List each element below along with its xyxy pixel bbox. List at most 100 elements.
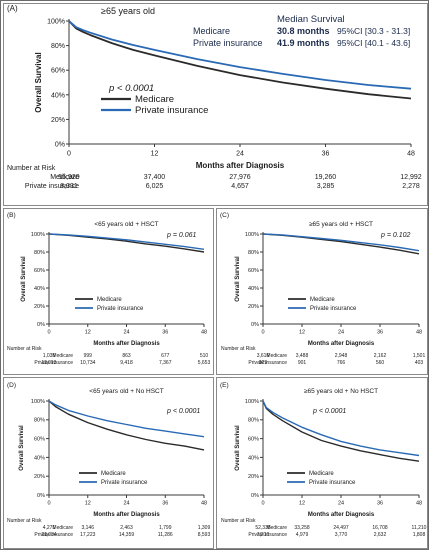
panel-a-y-tick-label: 0%: [55, 141, 65, 148]
panel-e-series-private-insurance: [262, 400, 420, 457]
panel-b-risk-value: 9,418: [120, 360, 133, 366]
panel-a-risk-value: 6,025: [146, 183, 164, 190]
panel-c-series-private-insurance: [262, 233, 420, 252]
panel-b-legend-label: Medicare: [97, 297, 122, 303]
panel-b-x-tick-label: 0: [47, 330, 50, 336]
panel-d-y-tick-label: 60%: [34, 437, 45, 443]
panel-b-y-tick-label: 0%: [37, 322, 45, 328]
panel-d-risk-value: 2,463: [120, 525, 133, 531]
panel-a-risk-value: 56,920: [58, 174, 80, 181]
panel-a-median-header: Median Survival: [277, 14, 345, 25]
panel-a-box: [3, 3, 428, 206]
panel-c-risk-value: 1,501: [413, 353, 426, 359]
panel-c-risk-header: Number at Risk: [221, 346, 256, 352]
panel-c-y-axis-label: Overall Survival: [235, 256, 241, 302]
panel-e-risk-value: 1,808: [413, 532, 426, 538]
panel-d-x-tick-label: 0: [47, 501, 50, 507]
panel-a-median-ci: 95%CI [40.1 - 43.6]: [337, 38, 410, 48]
panel-c-risk-value: 3,488: [296, 353, 309, 359]
panel-e-x-tick-label: 48: [416, 501, 422, 507]
panel-d-risk-header: Number at Risk: [7, 518, 42, 524]
panel-c-x-tick-label: 0: [261, 330, 264, 336]
panel-e-risk-value: 4,979: [296, 532, 309, 538]
panel-b-y-tick-label: 60%: [34, 268, 45, 274]
panel-e-p-value: p < 0.0001: [312, 408, 346, 415]
panel-c-x-tick-label: 12: [299, 330, 305, 336]
panel-a-x-tick-label: 24: [236, 150, 244, 157]
panel-c-x-axis-label: Months after Diagnosis: [308, 341, 375, 347]
panel-a-risk-header: Number at Risk: [7, 165, 56, 172]
panel-d-title: <65 years old + No HSCT: [89, 388, 163, 395]
panel-e-y-tick-label: 40%: [248, 455, 259, 461]
panel-b-x-tick-label: 36: [162, 330, 168, 336]
panel-b-y-tick-label: 100%: [31, 232, 45, 238]
panel-a-risk-row-label: Medicare: [50, 174, 79, 181]
panel-e-x-tick-label: 36: [377, 501, 383, 507]
panel-a-x-tick-label: 12: [151, 150, 159, 157]
panel-d-risk-value: 17,223: [80, 532, 96, 538]
panel-c-y-tick-label: 40%: [248, 286, 259, 292]
panel-d-legend-label: Private insurance: [101, 480, 148, 486]
panel-e-risk-value: 24,497: [333, 525, 349, 531]
panel-c-p-value: p = 0.102: [380, 232, 410, 239]
panel-b-x-axis-label: Months after Diagnosis: [93, 341, 160, 347]
panel-e-risk-value: 3,770: [335, 532, 348, 538]
panel-b-risk-row-label: Private insurance: [34, 360, 73, 366]
panel-c-legend-label: Medicare: [310, 297, 335, 303]
panel-b-series-private-insurance: [48, 233, 205, 250]
panel-c-y-tick-label: 100%: [245, 232, 259, 238]
panel-a-risk-value: 27,976: [229, 174, 251, 181]
panel-e-legend-label: Medicare: [309, 471, 334, 477]
panel-d-y-tick-label: 40%: [34, 455, 45, 461]
panel-c-risk-value: 3,616: [257, 353, 270, 359]
panel-e-y-axis-label: Overall Survival: [235, 425, 241, 471]
panel-c-x-tick-label: 48: [416, 330, 422, 336]
panel-e-title: ≥65 years old + No HSCT: [304, 388, 378, 395]
panel-b-risk-value: 7,367: [159, 360, 172, 366]
panel-d-risk-row-label: Medicare: [52, 525, 73, 531]
panel-a-x-tick-label: 0: [67, 150, 71, 157]
panel-c-x-tick-label: 24: [338, 330, 344, 336]
panel-d-y-tick-label: 100%: [31, 399, 45, 405]
panel-e-x-tick-label: 24: [338, 501, 344, 507]
panel-c-risk-row-label: Medicare: [266, 353, 287, 359]
panel-b-risk-value: 5,653: [198, 360, 211, 366]
panel-a-legend-label: Medicare: [135, 94, 174, 105]
panel-a-risk-value: 8,331: [60, 183, 78, 190]
panel-e-risk-value: 2,632: [374, 532, 387, 538]
panel-d-p-value: p < 0.0001: [166, 408, 200, 415]
panel-c-risk-value: 403: [415, 360, 424, 366]
panel-c-legend-label: Private insurance: [310, 306, 357, 312]
panel-e-x-axis-label: Months after Diagnosis: [308, 512, 375, 518]
panel-a-series-private-insurance: [68, 20, 412, 90]
panel-e-y-tick-label: 0%: [251, 493, 259, 499]
panel-c-risk-value: 766: [337, 360, 346, 366]
panel-b-label: (B): [7, 212, 16, 219]
panel-a-series-medicare: [68, 20, 412, 100]
panel-e-risk-row-label: Private insurance: [248, 532, 287, 538]
panel-d-series-private-insurance: [48, 400, 205, 438]
panel-a-risk-value: 2,278: [402, 183, 420, 190]
panel-b-risk-value: 999: [84, 353, 93, 359]
panel-c-y-tick-label: 60%: [248, 268, 259, 274]
panel-b-x-tick-label: 48: [201, 330, 207, 336]
panel-e-y-tick-label: 80%: [248, 418, 259, 424]
panel-a-y-tick-label: 60%: [51, 68, 65, 75]
panel-e-risk-row-label: Medicare: [266, 525, 287, 531]
panel-a-median-ci: 95%CI [30.3 - 31.3]: [337, 26, 410, 36]
panel-a-y-tick-label: 100%: [47, 18, 65, 25]
panel-d-x-tick-label: 36: [162, 501, 168, 507]
panel-a-label: (A): [7, 4, 18, 13]
panel-a-y-axis-label: Overall Survival: [34, 52, 43, 112]
panel-d-risk-value: 21,034: [41, 532, 57, 538]
panel-a-y-tick-label: 20%: [51, 117, 65, 124]
panel-e-series-medicare: [262, 400, 420, 462]
panel-e-legend-label: Private insurance: [309, 480, 356, 486]
panel-d-risk-value: 14,359: [119, 532, 135, 538]
panel-d-x-axis-label: Months after Diagnosis: [93, 512, 160, 518]
panel-b-risk-value: 863: [122, 353, 131, 359]
panel-a-median-value: 30.8 months: [277, 26, 330, 36]
panel-d-x-tick-label: 12: [85, 501, 91, 507]
panel-b-risk-value: 11,013: [42, 360, 57, 366]
panel-b-risk-header: Number at Risk: [7, 346, 42, 352]
